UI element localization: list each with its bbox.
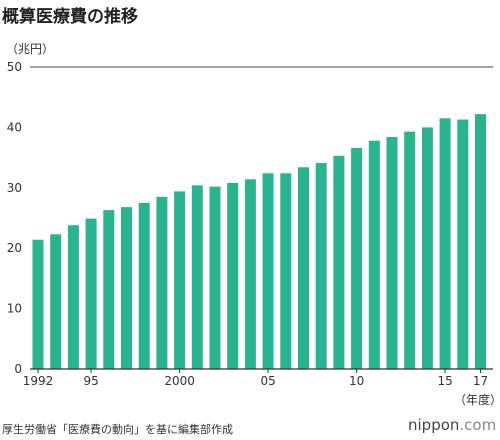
bar-2009 (333, 155, 345, 369)
bar-2013 (404, 131, 416, 369)
x-tick-label: 15 (437, 374, 452, 388)
bar-2017 (475, 114, 486, 369)
bar-2003 (227, 182, 239, 369)
x-tick-label: 95 (83, 374, 98, 388)
bar-2004 (244, 179, 256, 369)
bar-2010 (351, 147, 363, 369)
x-tick-label: 05 (260, 374, 275, 388)
y-tick-label: 30 (7, 181, 22, 195)
bar-1999 (156, 196, 168, 369)
y-tick-label: 50 (7, 60, 22, 74)
y-tick-label: 0 (14, 362, 22, 376)
x-tick-label: 10 (349, 374, 364, 388)
x-tick-label: 17 (473, 374, 488, 388)
bar-2006 (280, 173, 292, 369)
y-tick-label: 10 (7, 302, 22, 316)
bar-1996 (103, 210, 115, 369)
chart-title: 概算医療費の推移 (2, 7, 138, 27)
bar-2001 (191, 185, 203, 369)
bar-2005 (262, 173, 274, 369)
bar-1992 (32, 239, 44, 369)
bar-1997 (121, 207, 132, 369)
bar-2007 (298, 167, 309, 369)
bar-2011 (368, 140, 380, 369)
bar-2014 (421, 127, 433, 370)
x-tick-label: 2000 (164, 374, 195, 388)
y-tick-label: 40 (7, 120, 22, 134)
bar-1995 (85, 218, 97, 369)
brand-name: nippon (408, 416, 460, 434)
y-axis-unit-label: （兆円） (6, 42, 55, 56)
bar-2008 (315, 163, 327, 369)
bar-1998 (138, 202, 150, 369)
plot-area: 0 10 20 30 40 50 1992 95 2000 05 10 15 17 (7, 60, 493, 388)
y-tick-label: 20 (7, 241, 22, 255)
bar-2015 (439, 118, 451, 369)
bar-2000 (174, 191, 186, 369)
bar-1994 (67, 225, 79, 369)
source-note: 厚生労働省「医療費の動向」を基に編集部作成 (2, 423, 233, 436)
bar-2012 (386, 137, 398, 369)
x-tick-label: 1992 (23, 374, 54, 388)
brand-logo: nippon.com (408, 416, 496, 434)
x-axis-unit-label: （年度） (454, 393, 500, 407)
bar-1993 (50, 234, 62, 369)
brand-domain: .com (459, 416, 497, 434)
bar-2002 (209, 186, 221, 369)
bar-2016 (457, 119, 469, 369)
